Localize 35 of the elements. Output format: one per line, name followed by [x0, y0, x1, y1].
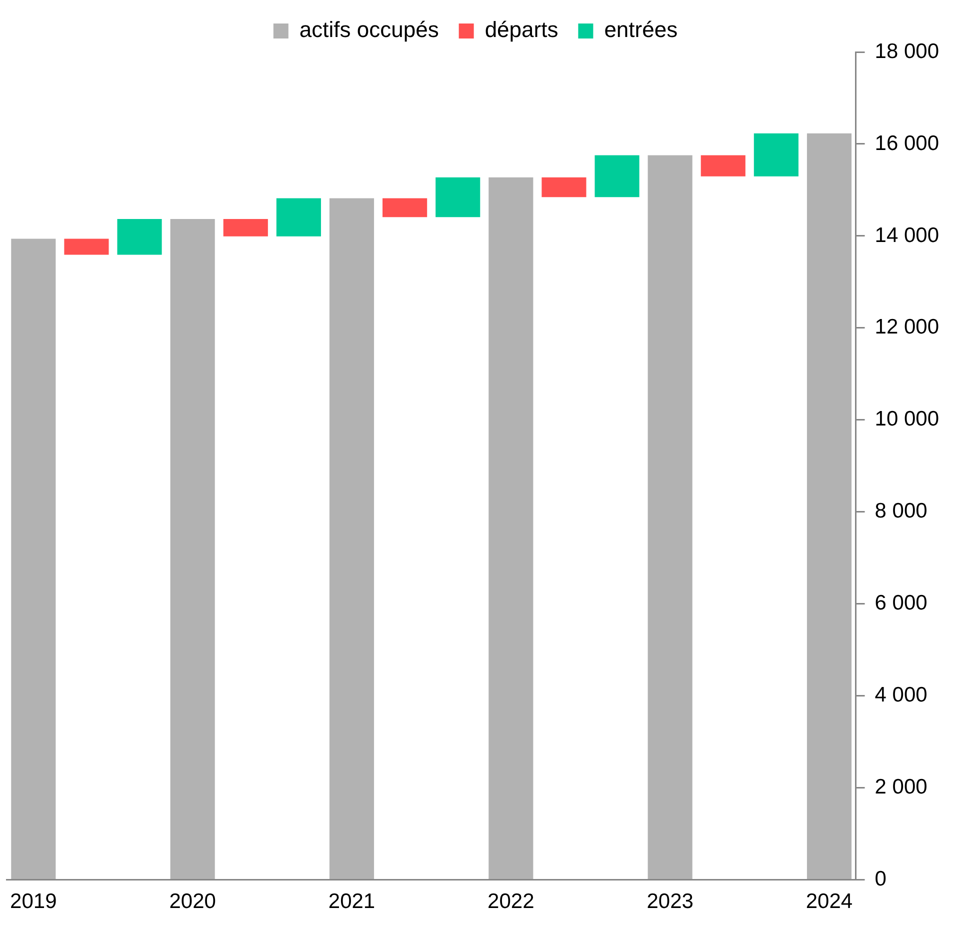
- y-tick-label: 4 000: [874, 684, 928, 707]
- legend-label: actifs occupés: [299, 17, 439, 42]
- bar: [276, 198, 321, 236]
- y-tick-label: 10 000: [874, 408, 940, 431]
- bar: [170, 218, 215, 880]
- bar: [382, 198, 428, 218]
- x-tick-label: 2019: [10, 890, 57, 914]
- bar: [64, 238, 109, 255]
- bar: [11, 238, 56, 880]
- y-tick-label: 6 000: [874, 592, 928, 615]
- x-tick-label: 2022: [488, 890, 534, 914]
- bar: [700, 155, 746, 176]
- y-tick-label: 8 000: [874, 500, 928, 523]
- bar: [806, 133, 852, 880]
- bar: [329, 198, 374, 880]
- y-tick-label: 16 000: [874, 132, 940, 155]
- x-tick-label: 2023: [646, 890, 694, 914]
- y-tick-label: 12 000: [874, 316, 940, 339]
- legend-label: départs: [484, 17, 558, 42]
- legend-label: entrées: [604, 17, 678, 42]
- bar: [594, 155, 640, 198]
- x-tick-label: 2024: [806, 890, 853, 914]
- y-tick-label: 14 000: [874, 224, 940, 247]
- bar: [648, 155, 692, 880]
- bar: [488, 177, 534, 880]
- x-tick-label: 2020: [169, 890, 216, 914]
- bar: [223, 218, 268, 236]
- y-tick-label: 18 000: [874, 40, 940, 63]
- bar: [754, 133, 798, 176]
- y-tick-label: 2 000: [874, 776, 928, 799]
- bar: [436, 177, 480, 218]
- y-tick-label: 0: [874, 868, 886, 891]
- bar: [542, 177, 586, 198]
- x-tick-label: 2021: [328, 890, 376, 914]
- bar: [117, 218, 162, 255]
